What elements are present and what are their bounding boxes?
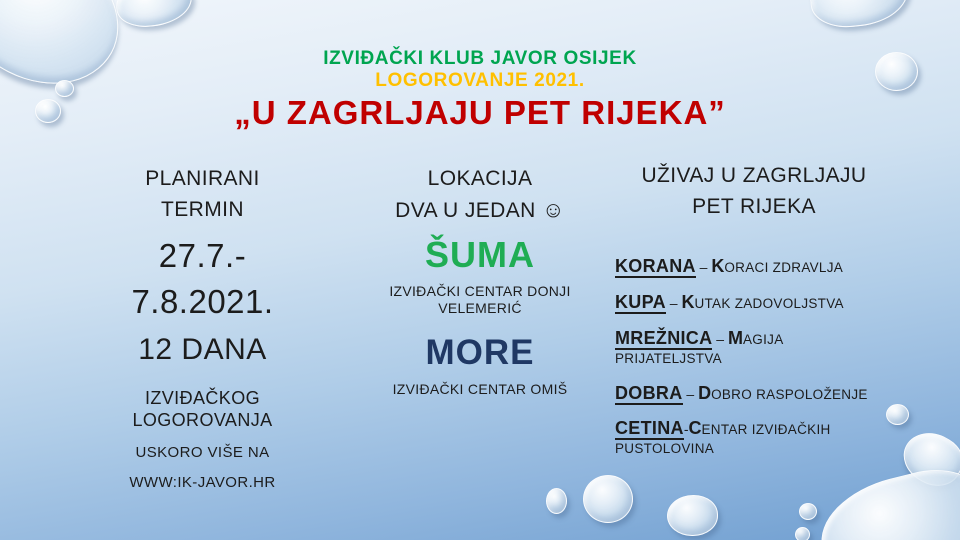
- river-separator: –: [712, 330, 728, 347]
- river-item-dobra: DOBRA – DOBRO RASPOLOŽENJE: [615, 382, 893, 405]
- river-separator: –: [695, 259, 712, 275]
- location-column: LOKACIJA DVA U JEDAN ☺ ŠUMA IZVIĐAČKI CE…: [352, 163, 608, 398]
- water-droplet-icon: [667, 495, 718, 536]
- water-droplet-icon: [799, 503, 817, 520]
- river-slogan: OBRO RASPOLOŽENJE: [711, 386, 868, 402]
- left-heading-line2: TERMIN: [161, 198, 244, 221]
- club-name: IZVIĐAČKI KLUB JAVOR OSIJEK: [323, 48, 637, 69]
- left-heading-line1: PLANIRANI: [145, 167, 260, 190]
- event-name: LOGOROVANJE 2021.: [375, 70, 585, 91]
- river-item-kupa: KUPA – KUTAK ZADOVOLJSTVA: [615, 291, 893, 314]
- river-slogan-initial: K: [681, 291, 695, 312]
- river-slogan: ENTAR IZVIĐAČKIH PUSTOLOVINA: [615, 422, 831, 457]
- water-droplet-icon: [546, 488, 567, 514]
- center-heading-text: DVA U JEDAN: [395, 199, 536, 222]
- river-item-korana: KORANA – KORACI ZDRAVLJA: [615, 256, 893, 278]
- river-name: KUPA: [615, 291, 666, 314]
- river-name: CETINA: [615, 418, 684, 441]
- water-droplet-icon: [886, 404, 909, 425]
- center-heading-line1: LOKACIJA: [427, 167, 533, 190]
- planned-term-column: PLANIRANI TERMIN 27.7.- 7.8.2021. 12 DAN…: [75, 163, 330, 493]
- camp-sub-line1: IZVIĐAČKOG: [144, 388, 260, 408]
- date-range-line1: 27.7.-: [158, 237, 247, 274]
- water-droplet-icon: [807, 0, 911, 31]
- river-slogan: AGIJA PRIJATELJSTVA: [615, 331, 783, 366]
- date-range-line2: 7.8.2021.: [131, 283, 274, 320]
- river-name: DOBRA: [615, 382, 683, 405]
- smiley-icon: ☺: [541, 197, 565, 222]
- river-separator: -: [683, 421, 689, 438]
- right-heading-line2: PET RIJEKA: [692, 195, 816, 218]
- camp-duration: 12 DANA: [138, 333, 267, 366]
- center-heading-line2: DVA U JEDAN ☺: [352, 194, 608, 226]
- water-droplet-icon: [875, 52, 918, 91]
- water-droplet-icon: [795, 527, 810, 540]
- river-slogan-initial: D: [698, 382, 712, 403]
- river-item-mreznica: MREŽNICA – MAGIJA PRIJATELJSTVA: [615, 327, 893, 369]
- camp-sub-line2: LOGOROVANJA: [132, 410, 273, 430]
- water-droplet-icon: [55, 80, 74, 97]
- sea-subtitle: IZVIĐAČKI CENTAR OMIŠ: [392, 381, 568, 397]
- river-slogan-initial: M: [727, 327, 743, 348]
- river-slogan: UTAK ZADOVOLJSTVA: [694, 295, 844, 311]
- right-heading-line1: UŽIVAJ U ZAGRLJAJU: [641, 164, 867, 187]
- forest-subtitle: IZVIĐAČKI CENTAR DONJI VELEMERIĆ: [389, 283, 571, 316]
- sea-title: MORE: [425, 333, 535, 372]
- river-slogan: ORACI ZDRAVLJA: [724, 260, 844, 275]
- river-slogan-initial: K: [711, 256, 725, 276]
- forest-title: ŠUMA: [425, 234, 535, 275]
- slide-title: „U ZAGRLJAJU PET RIJEKA”: [234, 94, 726, 131]
- water-droplet-icon: [583, 475, 633, 523]
- river-item-cetina: CETINA-CENTAR IZVIĐAČKIH PUSTOLOVINA: [615, 418, 893, 459]
- five-rivers-column: UŽIVAJ U ZAGRLJAJU PET RIJEKA KORANA – K…: [615, 160, 893, 473]
- river-slogan-initial: C: [688, 418, 702, 439]
- river-separator: –: [665, 294, 682, 311]
- water-droplet-icon: [35, 99, 61, 123]
- slide-header: IZVIĐAČKI KLUB JAVOR OSIJEK LOGOROVANJE …: [0, 48, 960, 132]
- water-droplet-icon: [113, 0, 195, 31]
- website-text: WWW:IK-JAVOR.HR: [129, 474, 276, 491]
- more-info-note: USKORO VIŠE NA: [135, 444, 270, 461]
- river-name: MREŽNICA: [615, 327, 713, 350]
- river-name: KORANA: [615, 256, 696, 278]
- river-separator: –: [682, 385, 699, 402]
- river-list: KORANA – KORACI ZDRAVLJA KUPA – KUTAK ZA…: [615, 256, 893, 459]
